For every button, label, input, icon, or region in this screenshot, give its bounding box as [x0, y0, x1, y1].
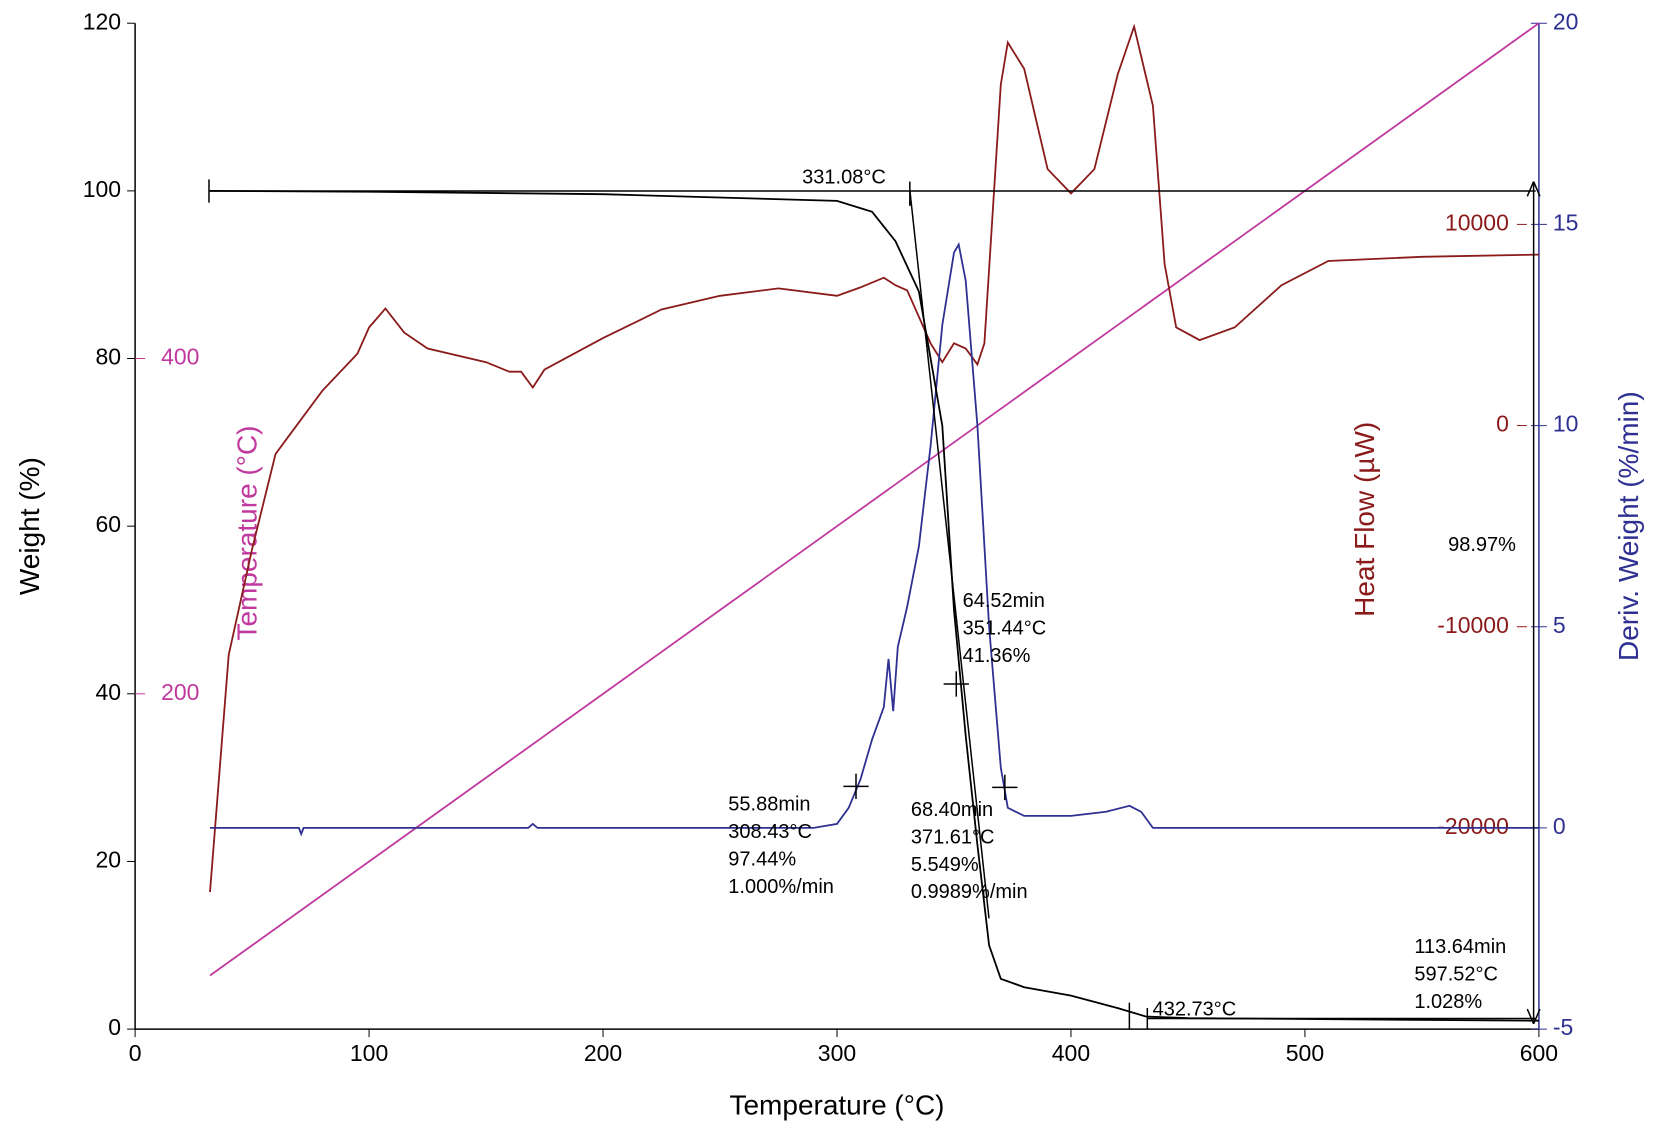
y4-tick-label: 200: [161, 679, 199, 705]
annotation: 97.44%: [728, 848, 796, 870]
y3-axis-label: Heat Flow (µW): [1349, 422, 1380, 617]
arrow: [1532, 1008, 1541, 1025]
y4-axis-label: Temperature (°C): [231, 426, 262, 641]
y-tick-label: 120: [83, 8, 121, 34]
annotation: 308.43°C: [728, 821, 812, 843]
y3-tick-label: -10000: [1437, 612, 1509, 638]
annotation-line: [909, 189, 990, 919]
annotation: 1.000%/min: [728, 876, 834, 898]
series-line: [209, 190, 1539, 1022]
arrow: [1526, 181, 1535, 197]
x-tick-label: 300: [818, 1040, 856, 1066]
y2-tick-label: 20: [1553, 8, 1579, 34]
x-tick-label: 100: [350, 1040, 388, 1066]
annotation: 371.61°C: [911, 826, 995, 848]
y-tick-label: 40: [96, 679, 122, 705]
y3-tick-label: 0: [1496, 411, 1509, 437]
x-tick-label: 600: [1520, 1040, 1558, 1066]
series-line: [210, 241, 1539, 837]
arrow: [1526, 1008, 1535, 1025]
annotation: 98.97%: [1448, 534, 1516, 556]
y2-tick-label: 0: [1553, 813, 1566, 839]
y2-tick-label: 5: [1553, 612, 1566, 638]
y-tick-label: 0: [108, 1014, 121, 1040]
annotation: 1.028%: [1414, 991, 1482, 1013]
annotation: 597.52°C: [1414, 964, 1498, 986]
annotation: 64.52min: [963, 590, 1045, 612]
annotation: 351.44°C: [963, 617, 1047, 639]
x-tick-label: 500: [1286, 1040, 1324, 1066]
y4-tick-label: 400: [161, 344, 199, 370]
annotation: 331.08°C: [802, 167, 886, 189]
y-tick-label: 20: [96, 847, 122, 873]
annotation: 55.88min: [728, 794, 810, 816]
x-tick-label: 200: [584, 1040, 622, 1066]
series-line: [209, 22, 1540, 977]
annotation: 432.73°C: [1153, 998, 1237, 1020]
y2-axis-label: Deriv. Weight (%/min): [1613, 391, 1644, 661]
y2-tick-label: 10: [1553, 411, 1579, 437]
annotation: 41.36%: [963, 645, 1031, 667]
y-tick-label: 80: [96, 344, 122, 370]
x-axis-label: Temperature (°C): [729, 1089, 944, 1120]
y-tick-label: 100: [83, 176, 121, 202]
y2-tick-label: -5: [1553, 1014, 1573, 1040]
y-axis-label: Weight (%): [14, 457, 45, 595]
x-tick-label: 400: [1052, 1040, 1090, 1066]
x-tick-label: 0: [129, 1040, 142, 1066]
annotation: 5.549%: [911, 854, 979, 876]
y3-tick-label: 10000: [1445, 209, 1509, 235]
annotation: 113.64min: [1414, 936, 1506, 958]
y-tick-label: 60: [96, 511, 122, 537]
y3-tick-label: -20000: [1437, 813, 1509, 839]
y2-tick-label: 15: [1553, 209, 1579, 235]
arrow: [1532, 181, 1541, 197]
annotation: 0.9989%/min: [911, 881, 1028, 903]
annotation: 68.40min: [911, 799, 993, 821]
series-line: [209, 23, 1539, 893]
